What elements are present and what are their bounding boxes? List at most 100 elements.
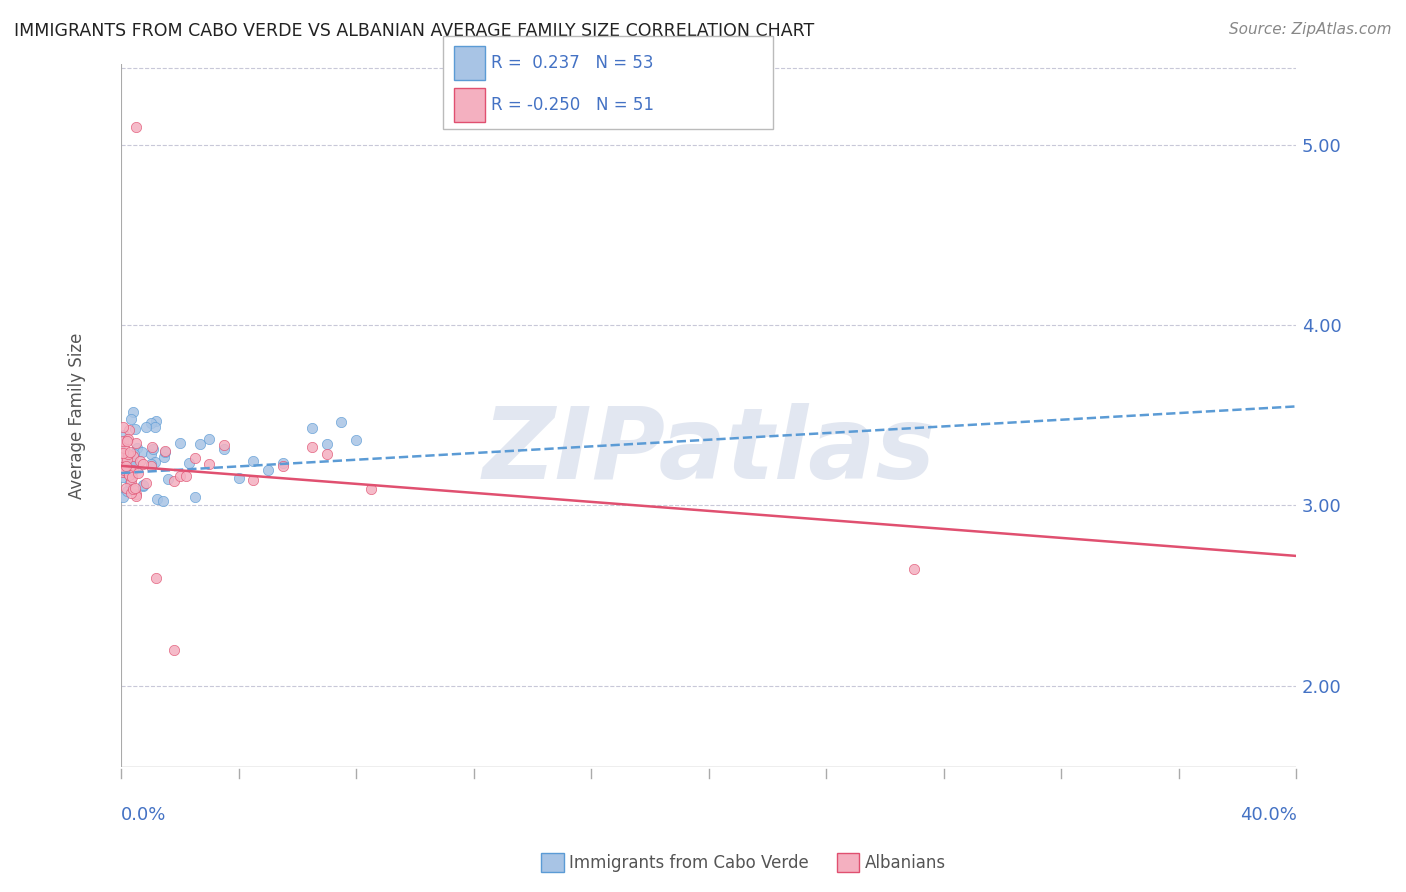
- Point: [141, 458, 163, 472]
- Point: [132, 458, 155, 472]
- Point: [271, 456, 294, 470]
- Point: [163, 642, 186, 657]
- Point: [190, 437, 212, 451]
- Point: [139, 447, 162, 461]
- Point: [111, 456, 134, 470]
- Point: [131, 479, 153, 493]
- Point: [330, 415, 353, 429]
- Point: [183, 451, 205, 466]
- Point: [152, 493, 174, 508]
- Point: [143, 455, 166, 469]
- Point: [143, 420, 166, 434]
- Text: R = -0.250   N = 51: R = -0.250 N = 51: [491, 96, 654, 114]
- Point: [117, 434, 139, 448]
- Point: [111, 469, 134, 483]
- Point: [212, 442, 235, 456]
- Point: [157, 471, 180, 485]
- Point: [111, 460, 134, 475]
- Text: 0.0%: 0.0%: [121, 806, 166, 824]
- Point: [120, 486, 142, 500]
- Point: [121, 456, 143, 470]
- Point: [111, 434, 134, 448]
- Point: [115, 451, 138, 466]
- Point: [344, 433, 367, 447]
- Point: [127, 467, 149, 481]
- Point: [120, 460, 142, 475]
- Point: [169, 469, 191, 483]
- Point: [242, 454, 264, 468]
- Point: [135, 476, 157, 491]
- Point: [112, 460, 135, 475]
- Point: [125, 459, 148, 474]
- Point: [301, 421, 323, 435]
- Point: [183, 490, 205, 504]
- Point: [122, 463, 145, 477]
- Point: [212, 438, 235, 452]
- Point: [242, 473, 264, 487]
- Point: [125, 487, 148, 501]
- Point: [122, 449, 145, 463]
- Point: [121, 412, 143, 426]
- Point: [112, 446, 135, 460]
- Point: [124, 481, 146, 495]
- Point: [112, 463, 135, 477]
- Point: [174, 469, 197, 483]
- Point: [163, 474, 186, 488]
- Point: [135, 420, 157, 434]
- Point: [131, 444, 153, 458]
- Point: [121, 459, 143, 474]
- Point: [128, 453, 150, 467]
- Point: [141, 442, 163, 456]
- Point: [360, 482, 382, 496]
- Point: [141, 458, 163, 473]
- Text: R =  0.237   N = 53: R = 0.237 N = 53: [491, 54, 654, 72]
- Point: [121, 482, 143, 496]
- Point: [122, 447, 145, 461]
- Point: [118, 463, 141, 477]
- Point: [127, 441, 149, 455]
- Point: [118, 457, 141, 471]
- Point: [117, 467, 139, 481]
- Point: [118, 445, 141, 459]
- Text: IMMIGRANTS FROM CABO VERDE VS ALBANIAN AVERAGE FAMILY SIZE CORRELATION CHART: IMMIGRANTS FROM CABO VERDE VS ALBANIAN A…: [14, 22, 814, 40]
- Point: [146, 491, 169, 506]
- Point: [120, 474, 142, 488]
- Point: [122, 404, 145, 418]
- Point: [315, 436, 337, 450]
- Point: [125, 120, 148, 135]
- Point: [301, 440, 323, 454]
- Text: Average Family Size: Average Family Size: [67, 332, 86, 499]
- Point: [118, 461, 141, 475]
- Point: [111, 450, 134, 464]
- Point: [145, 414, 167, 428]
- Point: [124, 422, 146, 436]
- Point: [118, 423, 141, 437]
- Point: [153, 443, 176, 458]
- Text: ZIPatlas: ZIPatlas: [482, 403, 935, 500]
- Point: [903, 561, 925, 575]
- Point: [118, 461, 141, 475]
- Point: [315, 447, 337, 461]
- Point: [271, 458, 294, 473]
- Point: [115, 481, 138, 495]
- Point: [169, 436, 191, 450]
- Point: [153, 445, 176, 459]
- Point: [257, 462, 280, 476]
- Point: [114, 465, 136, 479]
- Point: [115, 452, 138, 467]
- Text: Source: ZipAtlas.com: Source: ZipAtlas.com: [1229, 22, 1392, 37]
- Point: [112, 441, 135, 455]
- Point: [152, 450, 174, 464]
- Point: [198, 457, 221, 471]
- Point: [115, 484, 138, 499]
- Point: [115, 448, 138, 462]
- Point: [111, 465, 134, 479]
- Point: [112, 427, 135, 442]
- Point: [118, 475, 141, 490]
- Point: [117, 447, 139, 461]
- Point: [118, 468, 141, 483]
- Text: 40.0%: 40.0%: [1240, 806, 1296, 824]
- Point: [111, 420, 134, 434]
- Point: [177, 456, 200, 470]
- Point: [111, 435, 134, 450]
